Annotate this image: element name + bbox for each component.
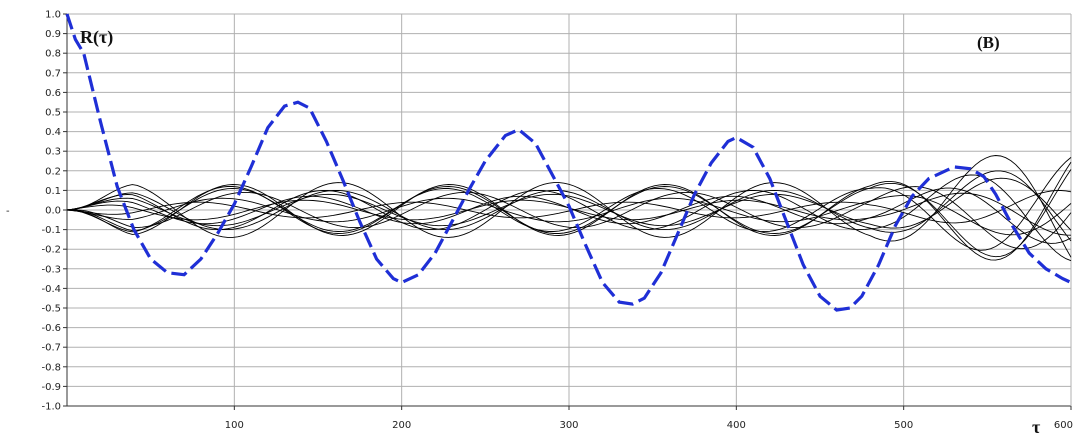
x-tick-label: 300 [559, 420, 578, 431]
series-line-4 [66, 186, 1072, 250]
y-axis-title: - [6, 206, 10, 217]
y-tick-label: 0.2 [45, 166, 61, 177]
x-tick-label: 100 [225, 420, 244, 431]
y-tick-label: -0.3 [41, 264, 61, 275]
panel-label: (B) [977, 33, 1000, 52]
y-tick-label: -0.1 [41, 225, 61, 236]
series-line-r-tau [65, 13, 1072, 312]
x-tick-labels: 100 200 300 400 500 600 [225, 420, 1073, 431]
y-tick-label: 0.8 [45, 49, 61, 60]
series-line-3 [66, 174, 1072, 262]
series-line-10 [67, 161, 1072, 261]
series-line-11 [66, 177, 1072, 231]
y-tick-labels: 1.0 0.9 0.8 0.7 0.6 0.5 0.4 0.3 0.2 0.1 0.0 -0.1 -0.… [41, 10, 61, 413]
y-tick-label: 0.4 [45, 127, 61, 138]
y-tick-label: 0.9 [45, 29, 61, 40]
y-tick-label: 0.1 [45, 186, 61, 197]
series-line-1 [66, 155, 1072, 258]
y-tick-label: -0.9 [41, 382, 61, 393]
series-line-12 [66, 157, 1072, 251]
x-tick-label: 200 [392, 420, 411, 431]
y-tick-label: 0.0 [45, 206, 61, 217]
y-tick-label: 0.3 [45, 147, 61, 158]
y-tick-label: 0.7 [45, 68, 61, 79]
curve-label: R(τ) [80, 27, 113, 48]
x-axis-title: τ [1032, 417, 1041, 437]
grid [67, 13, 1072, 407]
y-tick-label: 0.5 [45, 108, 61, 119]
y-tick-label: -1.0 [41, 402, 61, 413]
series-line-6 [66, 195, 1072, 236]
y-tick-label: -0.6 [41, 323, 61, 334]
x-tick-label: 500 [894, 420, 913, 431]
y-tick-label: -0.2 [41, 245, 61, 256]
x-tick-label: 600 [1054, 420, 1073, 431]
y-tick-label: -0.4 [41, 284, 61, 295]
series-lines [65, 13, 1072, 312]
y-tick-label: -0.8 [41, 362, 61, 373]
y-tick-label: 1.0 [45, 10, 61, 21]
y-tick-label: -0.5 [41, 304, 61, 315]
x-tick-label: 400 [727, 420, 746, 431]
axes [63, 13, 1072, 410]
y-tick-label: 0.6 [45, 88, 61, 99]
series-line-2 [66, 169, 1072, 258]
series-line-9 [66, 170, 1072, 242]
y-tick-label: -0.7 [41, 343, 61, 354]
